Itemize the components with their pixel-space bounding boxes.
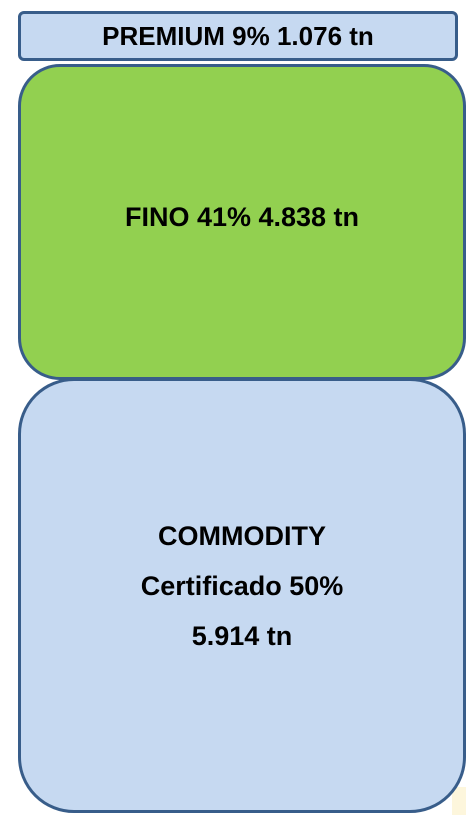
background-corner (452, 787, 466, 815)
node-label: PREMIUM 9% 1.076 tn (102, 20, 374, 51)
fino-box: FINO 41% 4.838 tn (18, 64, 466, 380)
commodity-box: COMMODITY Certificado 50% 5.914 tn (18, 378, 466, 813)
premium-box: PREMIUM 9% 1.076 tn (18, 11, 458, 61)
node-label: FINO 41% 4.838 tn (124, 201, 360, 232)
node-label: Certificado 50% (140, 570, 344, 601)
node-label: 5.914 tn (191, 620, 293, 651)
node-label: COMMODITY (158, 520, 326, 551)
